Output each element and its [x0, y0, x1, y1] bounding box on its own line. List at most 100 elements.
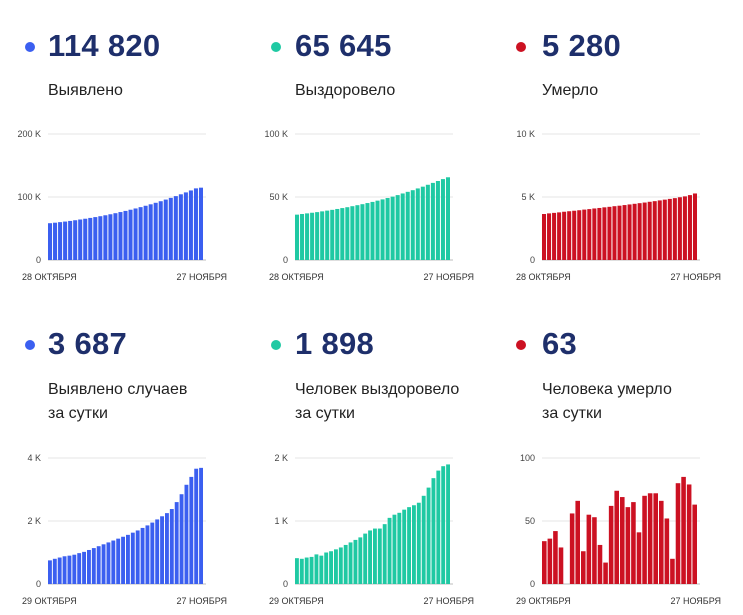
bar [98, 216, 103, 260]
bar [547, 538, 553, 584]
x-label-end: 27 НОЯБРЯ [423, 596, 474, 606]
bar [687, 195, 692, 260]
bar [647, 201, 652, 260]
bar [126, 534, 130, 584]
bar [603, 562, 608, 584]
stat-value: 5 280 [542, 28, 622, 63]
bar [184, 484, 189, 584]
y-tick-label: 2 K [27, 516, 41, 526]
bar-chart-recovered-daily: 0 1 K 2 K 29 ОКТЯБРЯ 27 НОЯБРЯ [269, 453, 474, 606]
bar [121, 536, 125, 584]
stat-label-line-2: за сутки [542, 405, 602, 422]
x-label-end: 27 НОЯБРЯ [423, 272, 474, 282]
bar [96, 546, 101, 584]
bar-chart-deaths-total: 0 5 K 10 K 28 ОКТЯБРЯ 27 НОЯБРЯ [516, 129, 721, 282]
bar [183, 192, 188, 260]
bar [557, 212, 562, 260]
x-label-end: 27 НОЯБРЯ [670, 272, 721, 282]
bar [370, 201, 375, 260]
bar [48, 223, 53, 260]
bar [106, 542, 111, 584]
series-dot [271, 340, 281, 350]
stat-label-line-1: Умерло [542, 82, 599, 99]
bar [410, 190, 415, 260]
bar [622, 205, 627, 260]
bar [68, 220, 73, 260]
bar [581, 551, 586, 584]
bar [343, 544, 348, 584]
bar [692, 193, 697, 260]
bar [440, 179, 445, 260]
bar [652, 201, 657, 260]
y-tick-label: 4 K [27, 453, 41, 463]
bar [338, 547, 343, 584]
bar [350, 206, 355, 260]
bar [133, 208, 138, 260]
y-tick-label: 50 [525, 516, 535, 526]
y-tick-label: 10 K [516, 129, 535, 139]
bar [315, 212, 320, 260]
bar [431, 478, 436, 584]
bar [63, 221, 68, 260]
x-label-end: 27 НОЯБРЯ [670, 596, 721, 606]
bar [647, 493, 653, 584]
bar [402, 509, 407, 584]
bar [672, 198, 677, 260]
x-label-end: 27 НОЯБРЯ [176, 596, 227, 606]
bar [441, 466, 446, 584]
x-label-start: 29 ОКТЯБРЯ [269, 596, 324, 606]
bar [567, 211, 572, 260]
bar [592, 208, 597, 260]
bar [430, 182, 435, 260]
bar [625, 507, 631, 584]
bar [392, 514, 397, 584]
bar-chart-recovered-total: 0 50 K 100 K 28 ОКТЯБРЯ 27 НОЯБРЯ [264, 129, 474, 282]
bar [118, 212, 123, 260]
bar [642, 495, 647, 584]
series-dot [25, 42, 35, 52]
bar [305, 213, 310, 260]
bar [617, 205, 622, 260]
bar [400, 193, 405, 260]
bar [340, 208, 345, 260]
bar [304, 557, 309, 584]
bar [135, 530, 140, 584]
bar [426, 487, 431, 584]
bar [436, 470, 441, 584]
bar [138, 207, 143, 260]
bar [143, 205, 148, 260]
bar [169, 509, 174, 584]
bar [320, 211, 325, 260]
bar [407, 507, 411, 584]
series-dot [516, 42, 526, 52]
bar [310, 212, 315, 260]
series-dot [271, 42, 281, 52]
stat-value: 114 820 [48, 28, 161, 63]
bar [445, 177, 450, 260]
bar [83, 218, 88, 260]
stat-value: 63 [542, 326, 578, 361]
bar [416, 502, 421, 584]
bar [675, 483, 681, 584]
x-label-start: 28 ОКТЯБРЯ [22, 272, 77, 282]
stat-value: 65 645 [295, 28, 392, 63]
bar [348, 542, 353, 584]
bar [295, 214, 300, 260]
bar [365, 203, 370, 260]
bar [607, 206, 612, 260]
bar [358, 537, 363, 584]
bar [363, 533, 368, 584]
bar [88, 217, 93, 260]
bar [569, 513, 575, 584]
series-dot [25, 340, 35, 350]
y-tick-label: 100 [520, 453, 535, 463]
bar [670, 558, 675, 584]
bar [586, 514, 592, 584]
bar [329, 551, 333, 584]
bar [425, 184, 430, 260]
y-tick-label: 0 [283, 579, 288, 589]
bar [145, 525, 150, 584]
bar [602, 207, 607, 260]
bar [87, 549, 91, 584]
bar [446, 464, 450, 584]
